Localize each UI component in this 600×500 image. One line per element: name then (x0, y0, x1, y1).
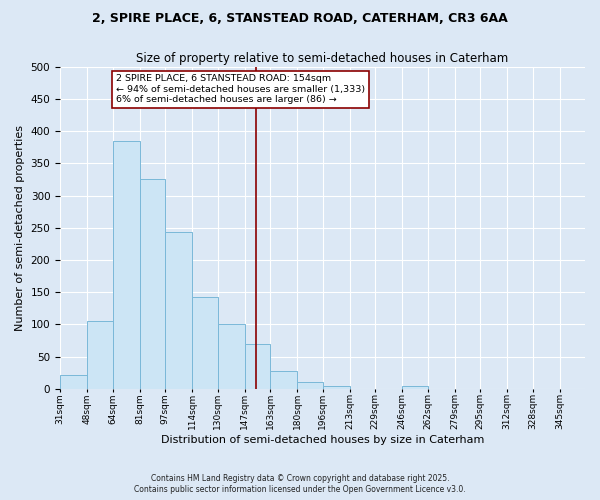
Bar (297, 382, 323, 389)
Bar (323, 386, 350, 389)
Text: Contains HM Land Registry data © Crown copyright and database right 2025.
Contai: Contains HM Land Registry data © Crown c… (134, 474, 466, 494)
Bar (165, 232, 192, 389)
Bar (402, 386, 428, 389)
Text: 2, SPIRE PLACE, 6, STANSTEAD ROAD, CATERHAM, CR3 6AA: 2, SPIRE PLACE, 6, STANSTEAD ROAD, CATER… (92, 12, 508, 26)
Bar (218, 324, 245, 389)
Bar (113, 141, 140, 389)
Bar (87, 320, 113, 389)
Bar (60, 374, 87, 389)
Bar (140, 180, 165, 389)
Bar (270, 371, 297, 389)
Title: Size of property relative to semi-detached houses in Caterham: Size of property relative to semi-detach… (136, 52, 509, 66)
Bar (192, 296, 218, 389)
Bar (245, 344, 270, 389)
Y-axis label: Number of semi-detached properties: Number of semi-detached properties (15, 125, 25, 331)
X-axis label: Distribution of semi-detached houses by size in Caterham: Distribution of semi-detached houses by … (161, 435, 484, 445)
Text: 2 SPIRE PLACE, 6 STANSTEAD ROAD: 154sqm
← 94% of semi-detached houses are smalle: 2 SPIRE PLACE, 6 STANSTEAD ROAD: 154sqm … (116, 74, 365, 104)
